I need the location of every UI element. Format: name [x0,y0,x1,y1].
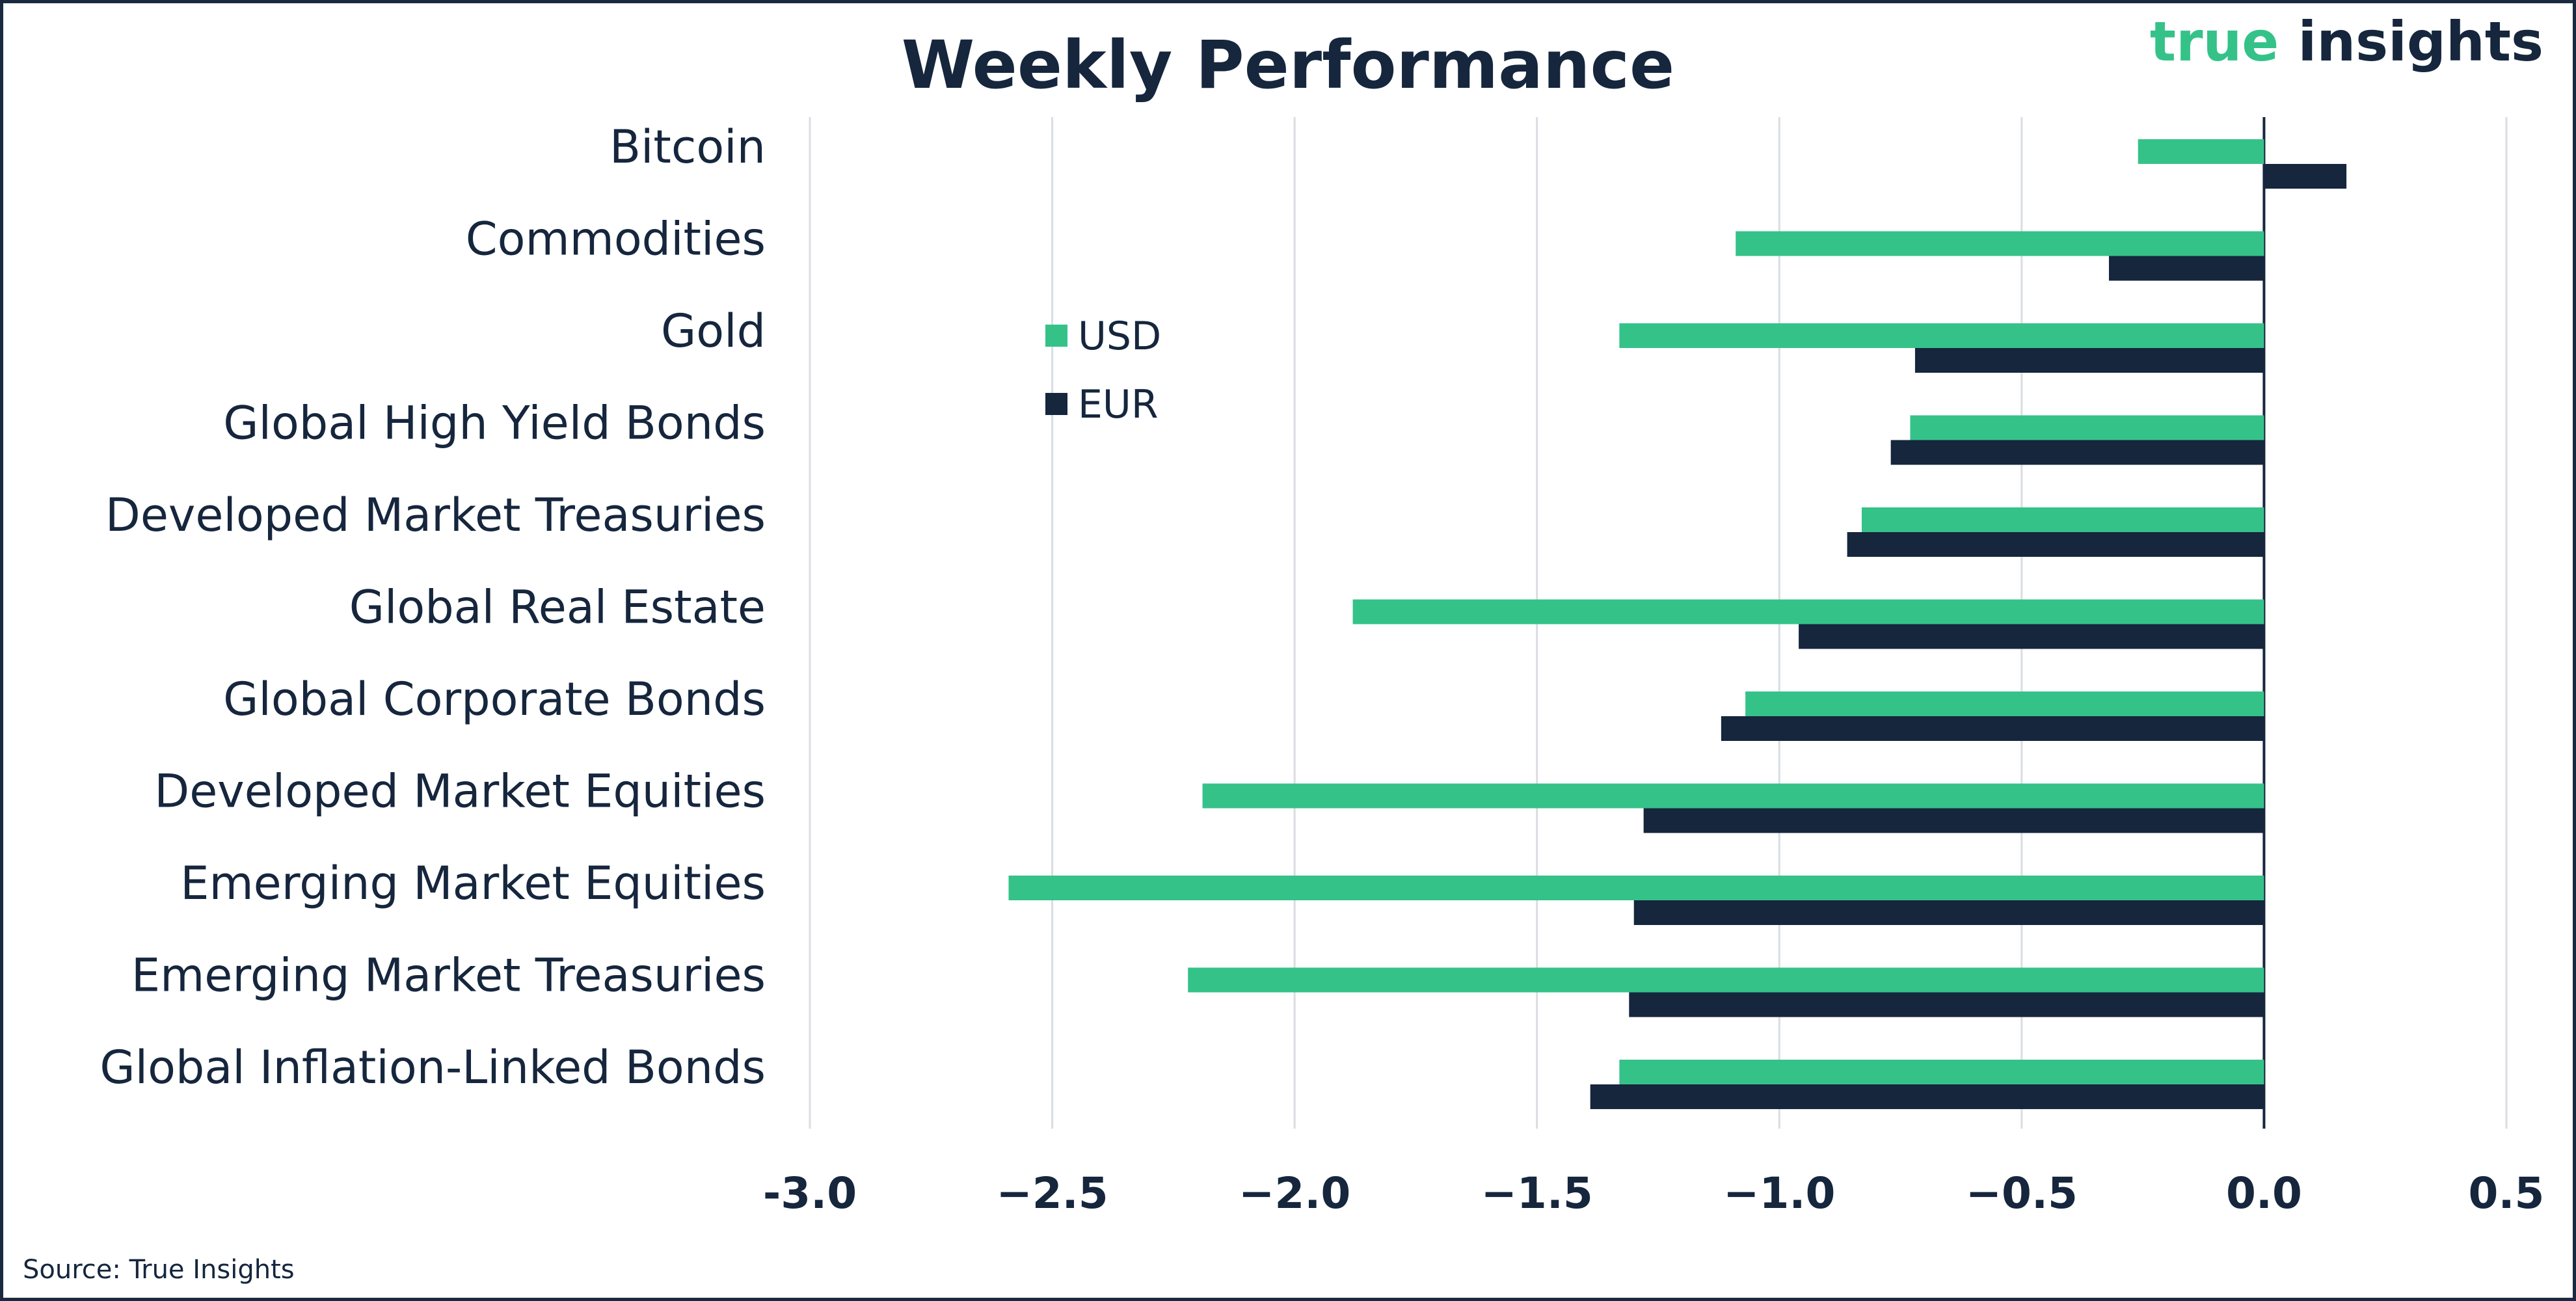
x-tick-labels: -3.0 −2.5 −2.0 −1.5 −1.0 −0.5 0.0 0.5 [763,1168,2545,1218]
category-label-commodities: Commodities [466,213,766,266]
bar-usd-gold [1619,323,2264,348]
category-label-developed-market-treasuries: Developed Market Treasuries [105,489,766,542]
bar-eur-global-real-estate [1799,624,2264,649]
bar-usd-emerging-market-equities [1008,876,2264,900]
legend-label-usd: USD [1078,314,1161,359]
source-note: Source: True Insights [23,1255,295,1285]
bar-eur-emerging-market-treasuries [1629,992,2264,1017]
brand-logo: true insights [2150,10,2543,74]
category-label-developed-market-equities: Developed Market Equities [154,765,766,818]
x-tick-label-0: -3.0 [763,1168,857,1218]
category-label-bitcoin: Bitcoin [610,120,766,174]
brand-logo-part2: insights [2279,10,2543,74]
bar-usd-global-inflation-linked-bonds [1619,1060,2264,1084]
category-label-global-real-estate: Global Real Estate [349,581,766,634]
chart-title: Weekly Performance [902,27,1674,104]
category-label-emerging-market-equities: Emerging Market Equities [180,857,766,910]
bar-usd-global-high-yield-bonds [1910,415,2264,440]
bar-usd-emerging-market-treasuries [1188,967,2264,993]
category-label-global-corporate-bonds: Global Corporate Bonds [223,673,766,726]
bars [1008,139,2347,1109]
x-tick-label-4: −1.0 [1723,1168,1835,1218]
x-tick-label-7: 0.5 [2469,1168,2545,1218]
bar-eur-emerging-market-equities [1633,900,2264,925]
bar-eur-developed-market-treasuries [1847,532,2264,557]
legend-label-eur: EUR [1078,382,1159,427]
x-tick-label-2: −2.0 [1239,1168,1350,1218]
bar-usd-global-real-estate [1352,599,2264,624]
legend-swatch-eur [1045,393,1067,415]
category-label-global-inflation-linked-bonds: Global Inflation-Linked Bonds [100,1041,766,1094]
bar-eur-developed-market-equities [1643,808,2264,833]
bar-eur-global-high-yield-bonds [1890,440,2264,465]
bar-usd-commodities [1736,231,2264,256]
legend-swatch-usd [1045,325,1067,347]
brand-logo-part1: true [2150,10,2279,74]
category-label-gold: Gold [661,304,766,358]
bar-eur-global-inflation-linked-bonds [1590,1084,2264,1109]
bar-usd-developed-market-equities [1202,783,2264,809]
x-tick-label-1: −2.5 [996,1168,1108,1218]
category-label-emerging-market-treasuries: Emerging Market Treasuries [131,949,766,1002]
category-label-global-high-yield-bonds: Global High Yield Bonds [223,397,766,450]
category-labels: Bitcoin Commodities Gold Global High Yield … [100,120,766,1094]
bar-eur-commodities [2108,256,2264,281]
bar-usd-bitcoin [2138,139,2264,164]
legend: USD EUR [1045,314,1161,427]
bar-eur-gold [1914,348,2264,373]
bar-usd-global-corporate-bonds [1745,691,2264,716]
bar-eur-bitcoin [2264,164,2347,189]
x-tick-label-3: −1.5 [1481,1168,1593,1218]
bar-chart: Weekly Performance true insights Bitcoin… [23,10,2545,1285]
bar-eur-global-corporate-bonds [1721,716,2264,741]
bar-usd-developed-market-treasuries [1861,507,2264,532]
x-tick-label-5: −0.5 [1966,1168,2078,1218]
x-tick-label-6: 0.0 [2226,1168,2302,1218]
